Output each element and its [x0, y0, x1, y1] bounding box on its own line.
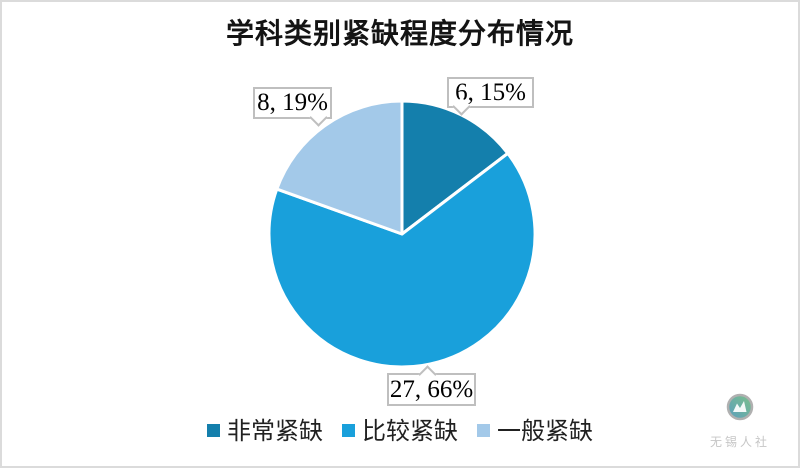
- legend-item-very-scarce: 非常紧缺: [207, 411, 323, 446]
- data-label-callout-general-scarce: 8, 19%: [253, 87, 332, 127]
- legend-swatch-icon: [477, 424, 490, 437]
- legend-swatch-icon: [207, 424, 220, 437]
- legend-item-general-scarce: 一般紧缺: [477, 411, 593, 446]
- legend-swatch-icon: [342, 424, 355, 437]
- legend: 非常紧缺 比较紧缺 一般紧缺: [2, 411, 798, 446]
- watermark: 无锡人社: [710, 393, 770, 450]
- data-label-callout-fairly-scarce: 27, 66%: [387, 365, 476, 406]
- legend-label: 非常紧缺: [227, 418, 323, 445]
- data-label-callout-very-scarce: 6, 15%: [447, 77, 534, 116]
- data-label-text: 27, 66%: [389, 375, 474, 403]
- pie-chart: [267, 99, 537, 369]
- chart-title: 学科类别紧缺程度分布情况: [225, 18, 574, 49]
- legend-label: 一般紧缺: [497, 418, 593, 445]
- watermark-text: 无锡人社: [710, 435, 771, 449]
- legend-item-fairly-scarce: 比较紧缺: [342, 411, 458, 446]
- legend-label: 比较紧缺: [362, 418, 458, 445]
- wuxi-hr-logo-icon: [726, 393, 754, 421]
- pie-slice-3-一般紧缺: [275, 99, 404, 236]
- pie-slice-2-比较紧缺: [267, 151, 537, 369]
- data-label-text: 6, 15%: [455, 78, 526, 106]
